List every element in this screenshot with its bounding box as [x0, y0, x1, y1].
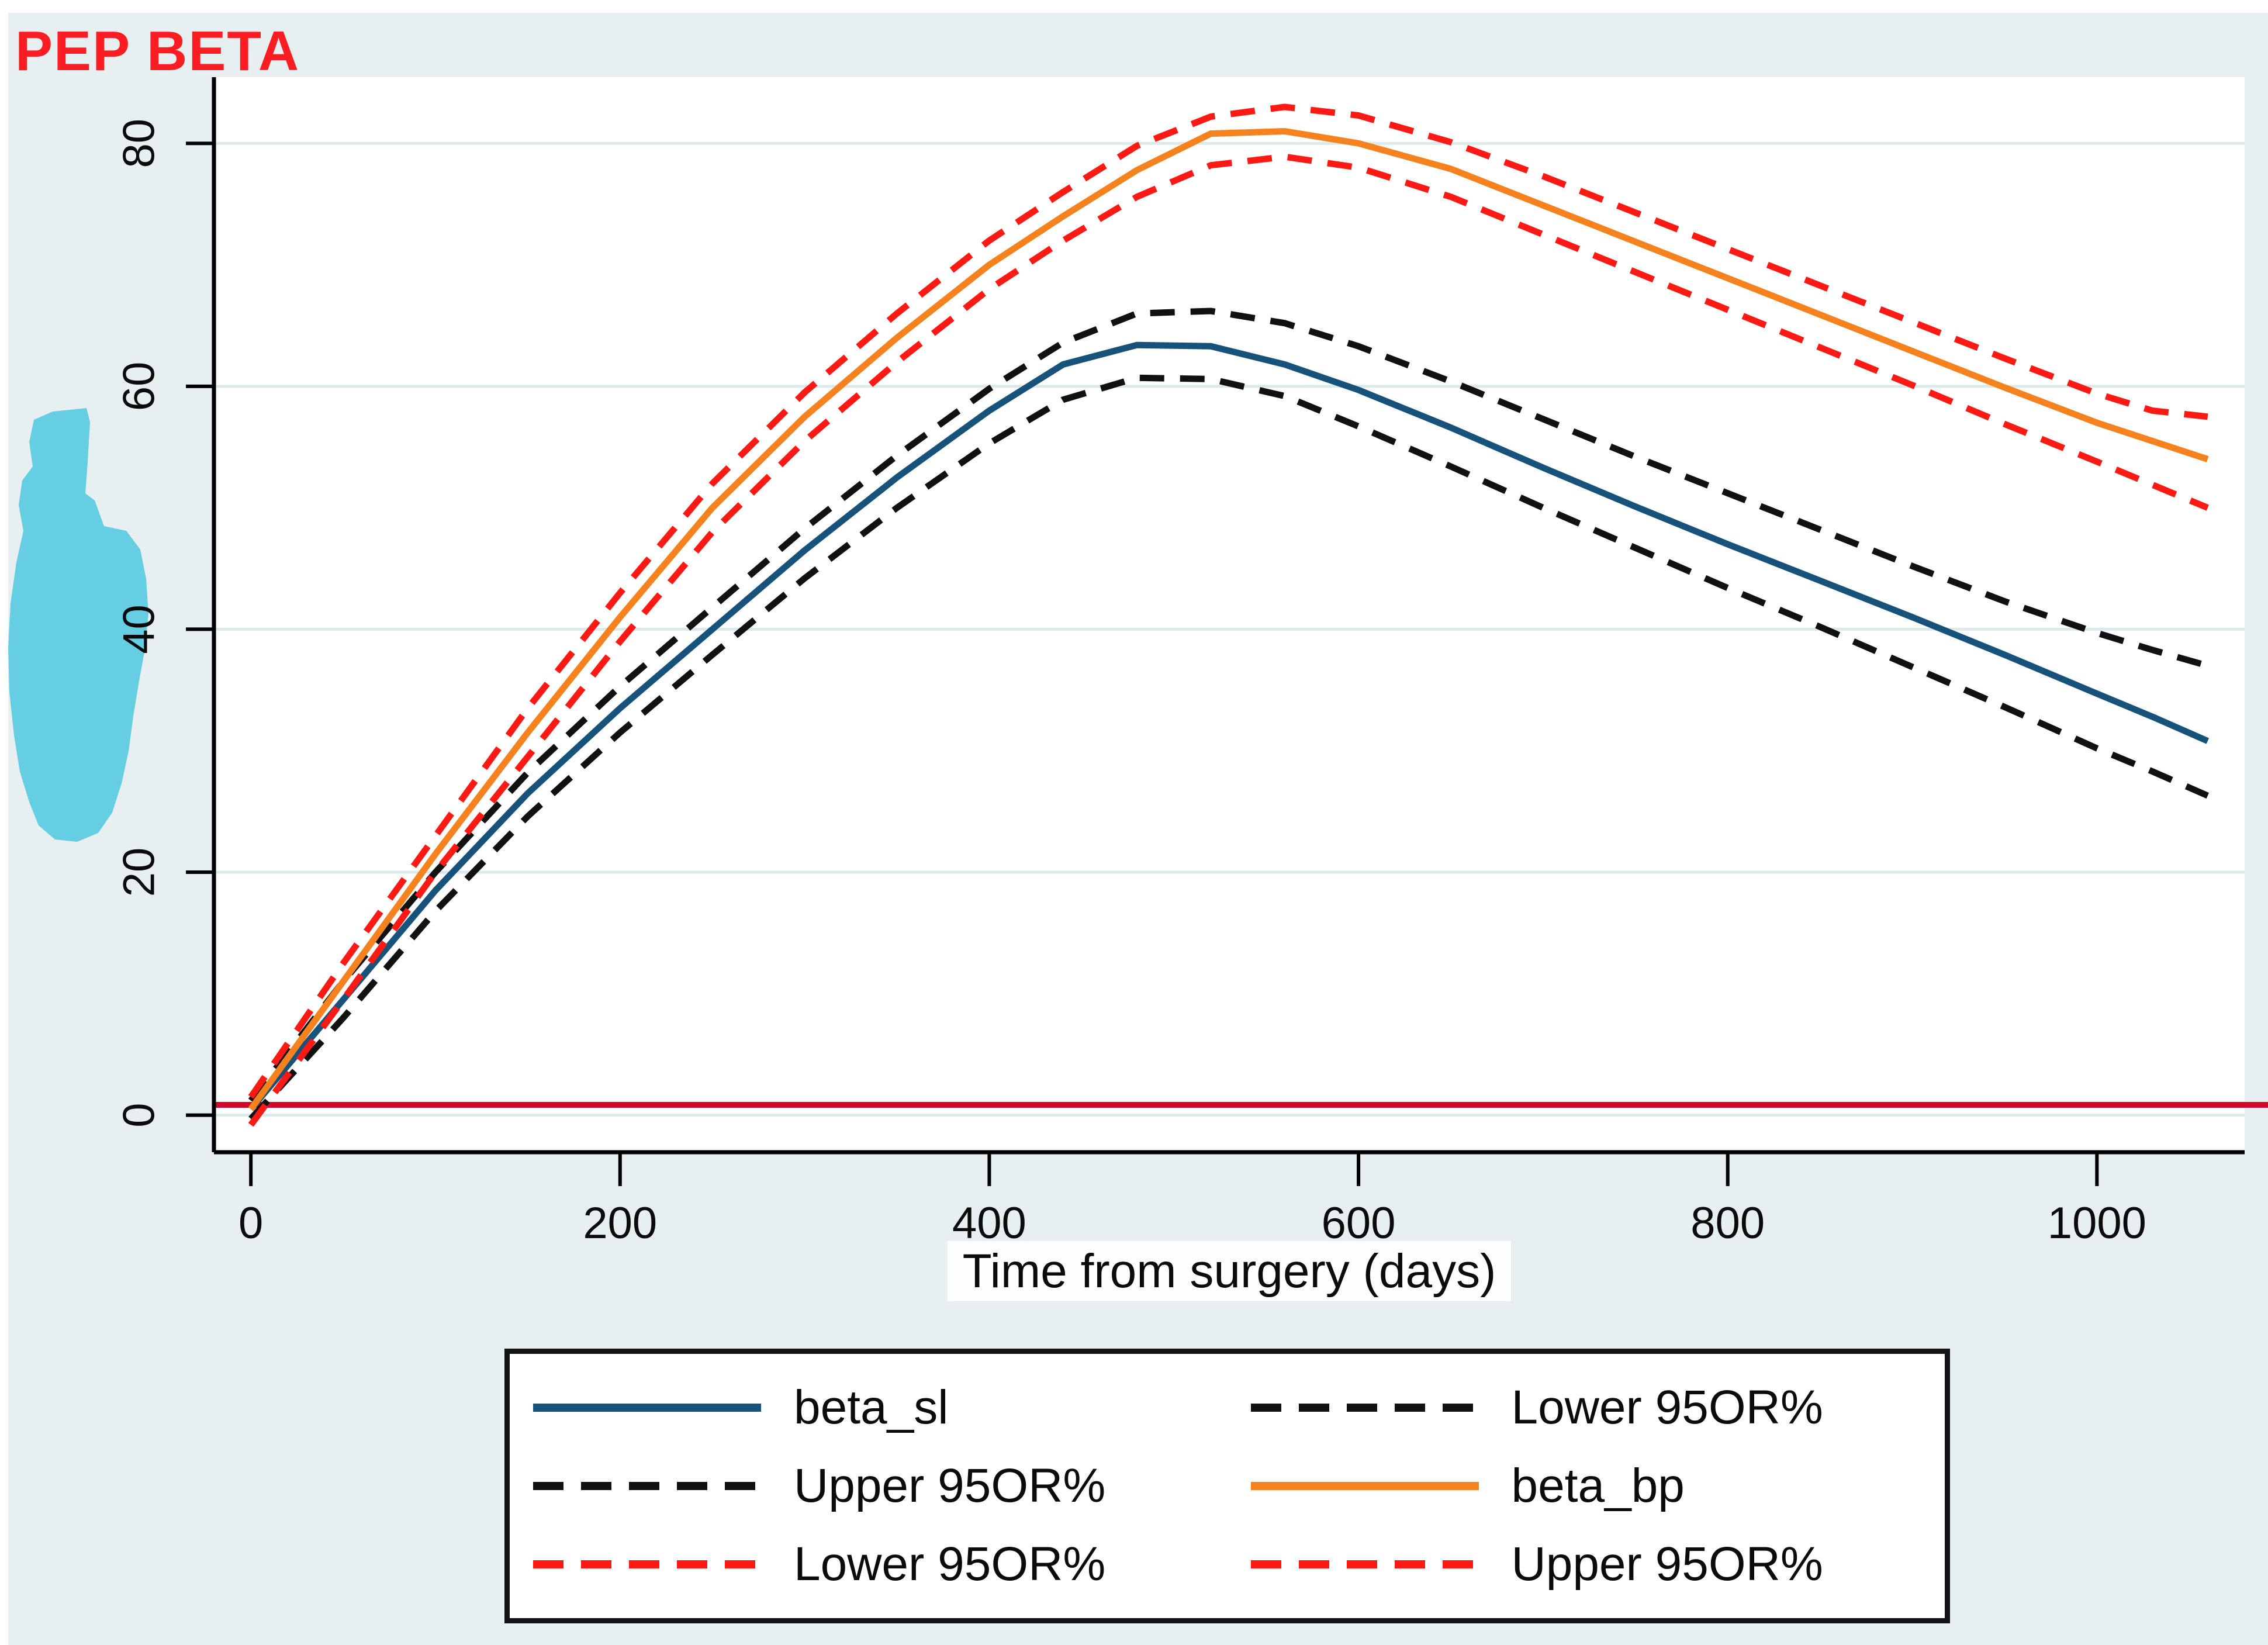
legend-label: Lower 95OR%: [794, 1537, 1106, 1591]
legend-swatch-dashed: [533, 1482, 761, 1490]
series-line-2-lower-95or-: [248, 374, 2210, 1121]
legend-swatch-dashed: [1250, 1560, 1479, 1568]
y-tick-label-40: 40: [115, 604, 164, 654]
legend-entry-4: Lower 95OR%: [510, 1535, 1228, 1594]
legend-entry-1: Lower 95OR%: [1228, 1378, 1945, 1437]
legend-swatch-dashed: [533, 1560, 761, 1568]
x-axis-title-text: Time from surgery (days): [947, 1241, 1512, 1301]
x-tick-label-1000: 1000: [2048, 1198, 2146, 1248]
legend-entry-0: beta_sl: [510, 1378, 1228, 1437]
x-tick-label-200: 200: [583, 1198, 657, 1248]
legend-label: beta_sl: [794, 1381, 949, 1434]
series-line-3-beta-bp: [248, 127, 2209, 1111]
x-tick-label-800: 800: [1690, 1198, 1765, 1248]
x-axis-title: Time from surgery (days): [214, 1241, 2245, 1301]
y-tick-label-60: 60: [115, 362, 164, 412]
legend: beta_sl Lower 95OR% Upper 95OR% beta_bp …: [504, 1349, 1950, 1623]
y-tick-label-20: 20: [115, 848, 164, 897]
series-line-5-lower-95or-: [248, 153, 2209, 1127]
legend-label: Upper 95OR%: [1511, 1537, 1823, 1591]
chart-title: PEP BETA: [15, 20, 300, 82]
legend-entry-2: Upper 95OR%: [510, 1457, 1228, 1515]
plot-background: [214, 77, 2245, 1152]
legend-entry-5: Upper 95OR%: [1228, 1535, 1945, 1594]
series-line-4-upper-95or-: [248, 103, 2208, 1099]
legend-swatch-dashed: [1250, 1404, 1479, 1412]
legend-label: Upper 95OR%: [794, 1459, 1106, 1512]
x-tick-label-600: 600: [1322, 1198, 1396, 1248]
y-tick-label-0: 0: [115, 1103, 164, 1127]
legend-swatch-solid: [1250, 1482, 1479, 1490]
highlighter-blob-artifact: [8, 408, 148, 842]
series-line-1-upper-95or-: [248, 307, 2209, 1103]
legend-entry-3: beta_bp: [1228, 1457, 1945, 1515]
x-tick-label-0: 0: [238, 1198, 263, 1248]
y-tick-label-80: 80: [115, 119, 164, 168]
legend-swatch-solid: [533, 1404, 761, 1412]
series-line-0-beta-sl: [248, 341, 2210, 1111]
legend-label: Lower 95OR%: [1511, 1381, 1823, 1434]
x-tick-label-400: 400: [952, 1198, 1026, 1248]
legend-label: beta_bp: [1511, 1459, 1685, 1512]
